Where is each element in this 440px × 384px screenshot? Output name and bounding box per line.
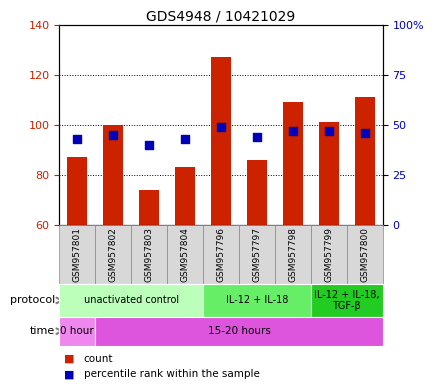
- Bar: [211, 58, 231, 225]
- Text: GSM957800: GSM957800: [360, 227, 369, 282]
- Bar: [103, 125, 123, 225]
- Text: GSM957798: GSM957798: [289, 227, 297, 282]
- Text: GSM957799: GSM957799: [324, 227, 334, 282]
- Bar: [355, 98, 375, 225]
- Text: time: time: [30, 326, 55, 336]
- Title: GDS4948 / 10421029: GDS4948 / 10421029: [147, 10, 296, 24]
- Point: [74, 136, 81, 142]
- Bar: [175, 167, 195, 225]
- Bar: [247, 160, 267, 225]
- Text: count: count: [84, 354, 113, 364]
- Text: protocol: protocol: [10, 295, 55, 306]
- Point: [326, 128, 333, 134]
- Point: [182, 136, 189, 142]
- Text: ■: ■: [64, 354, 74, 364]
- Text: IL-12 + IL-18: IL-12 + IL-18: [226, 295, 288, 306]
- Bar: [319, 122, 339, 225]
- Point: [361, 130, 368, 136]
- Text: ■: ■: [64, 369, 74, 379]
- Text: GSM957803: GSM957803: [145, 227, 154, 282]
- Point: [110, 132, 117, 138]
- Text: 0 hour: 0 hour: [60, 326, 94, 336]
- Point: [290, 128, 297, 134]
- Text: unactivated control: unactivated control: [84, 295, 179, 306]
- Bar: [67, 157, 87, 225]
- Bar: [283, 103, 303, 225]
- Text: 15-20 hours: 15-20 hours: [208, 326, 271, 336]
- Text: GSM957797: GSM957797: [253, 227, 261, 282]
- Text: IL-12 + IL-18,
TGF-β: IL-12 + IL-18, TGF-β: [314, 290, 380, 311]
- Text: GSM957796: GSM957796: [216, 227, 226, 282]
- Text: percentile rank within the sample: percentile rank within the sample: [84, 369, 260, 379]
- Text: GSM957801: GSM957801: [73, 227, 82, 282]
- Point: [253, 134, 260, 140]
- Text: GSM957802: GSM957802: [109, 227, 118, 282]
- Point: [146, 142, 153, 148]
- Point: [218, 124, 225, 130]
- Text: GSM957804: GSM957804: [181, 227, 190, 282]
- Bar: [139, 190, 159, 225]
